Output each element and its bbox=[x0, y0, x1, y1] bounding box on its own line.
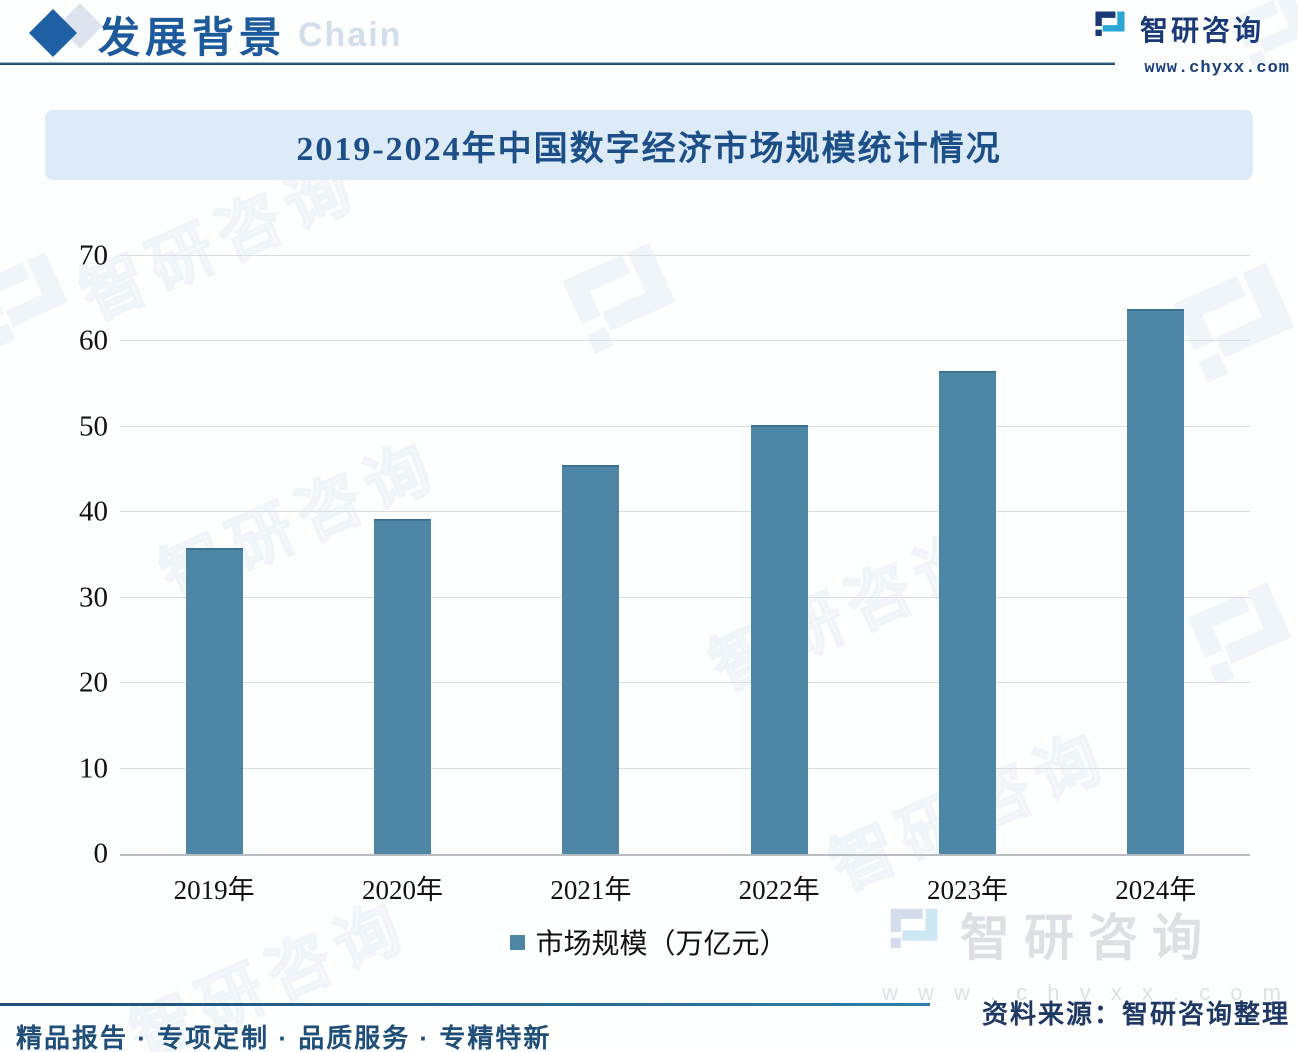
brand-url: www.chyxx.com bbox=[1144, 59, 1290, 78]
plot-area bbox=[120, 255, 1250, 856]
y-axis: 0 10 20 30 40 50 60 70 bbox=[50, 241, 108, 868]
gridline bbox=[120, 255, 1250, 256]
chart-title-banner: 2019-2024年中国数字经济市场规模统计情况 bbox=[45, 110, 1253, 180]
gridline bbox=[120, 767, 1250, 769]
x-axis: 2019年 2020年 2021年 2022年 2023年 2024年 bbox=[120, 868, 1250, 907]
y-tick-label: 0 bbox=[93, 837, 109, 870]
footer-divider bbox=[0, 1003, 930, 1006]
header-divider bbox=[0, 62, 1115, 65]
gridline bbox=[120, 425, 1250, 427]
legend-marker bbox=[510, 934, 526, 950]
x-tick-label: 2023年 bbox=[926, 875, 1008, 905]
y-tick-label: 20 bbox=[79, 666, 108, 699]
footer-tagline: 精品报告 · 专项定制 · 品质服务 · 专精特新 bbox=[16, 1023, 552, 1052]
brand-url-watermark: w w w . c h y x x . c o m bbox=[881, 980, 1288, 1005]
bar-2019年 bbox=[185, 548, 243, 854]
y-tick-label: 50 bbox=[79, 410, 108, 443]
legend-label: 市场规模（万亿元） bbox=[535, 929, 788, 960]
bar-2021年 bbox=[562, 465, 620, 854]
bar-slot bbox=[685, 256, 873, 854]
source-note: 资料来源：智研咨询整理 bbox=[981, 1000, 1290, 1029]
bar-slot bbox=[308, 256, 496, 854]
bar-slot bbox=[497, 256, 685, 854]
bar-series bbox=[120, 256, 1250, 854]
brand-logo-icon bbox=[1090, 6, 1130, 51]
bar-slot bbox=[873, 256, 1061, 854]
y-tick-label: 40 bbox=[79, 495, 108, 528]
header: 发展背景 Chain 智研咨询 www.chyxx.com bbox=[0, 0, 1298, 78]
chart-title: 2019-2024年中国数字经济市场规模统计情况 bbox=[296, 130, 1002, 168]
watermark-chain-text: Chain bbox=[298, 16, 403, 54]
bar-2020年 bbox=[373, 519, 431, 854]
y-tick-label: 60 bbox=[79, 324, 108, 357]
bar-2023年 bbox=[938, 371, 996, 854]
bar-slot bbox=[1062, 256, 1250, 854]
brand-name: 智研咨询 bbox=[1140, 15, 1265, 47]
x-tick-label: 2020年 bbox=[361, 875, 443, 905]
y-tick-label: 10 bbox=[79, 752, 108, 785]
bar-2024年 bbox=[1127, 308, 1185, 854]
x-tick-label: 2022年 bbox=[738, 875, 820, 905]
x-tick-label: 2024年 bbox=[1115, 875, 1197, 905]
brand-logo-icon bbox=[882, 900, 946, 969]
gridline bbox=[120, 596, 1250, 598]
y-tick-label: 70 bbox=[79, 239, 108, 272]
x-tick-label: 2021年 bbox=[550, 875, 632, 905]
gridline bbox=[120, 682, 1250, 684]
y-tick-label: 30 bbox=[79, 581, 108, 614]
bar-2022年 bbox=[750, 425, 808, 854]
brand-name-watermark: 智研咨询 bbox=[959, 910, 1216, 966]
x-tick-label: 2019年 bbox=[173, 875, 255, 905]
bottom-brand-watermark: 智研咨询 w w w . c h y x x . c o m bbox=[882, 898, 1288, 1006]
legend: 市场规模（万亿元） bbox=[0, 922, 1298, 962]
bar-slot bbox=[120, 256, 308, 854]
gridline bbox=[120, 340, 1250, 342]
section-title: 发展背景 bbox=[98, 16, 287, 62]
gridline bbox=[120, 511, 1250, 513]
brand-lockup: 智研咨询 www.chyxx.com bbox=[1090, 6, 1290, 78]
